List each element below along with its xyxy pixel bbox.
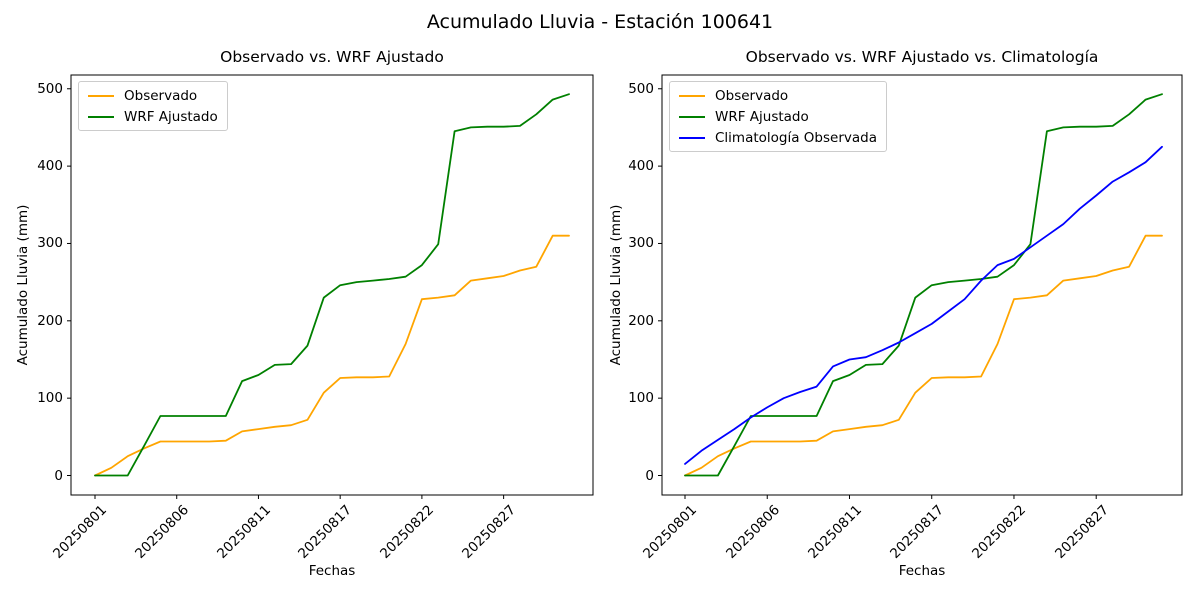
legend-item: Observado bbox=[679, 86, 877, 105]
legend-label: Climatología Observada bbox=[715, 129, 877, 146]
wrf-ajustado-line bbox=[94, 93, 570, 477]
x-axis-label: Fechas bbox=[308, 563, 356, 579]
climatologia-observada-line bbox=[684, 145, 1163, 465]
legend-label: WRF Ajustado bbox=[124, 108, 218, 125]
observado-legend-line-swatch bbox=[679, 94, 705, 97]
y-tick-label: 100 bbox=[37, 390, 63, 407]
legend: Observado WRF Ajustado bbox=[78, 81, 228, 131]
y-tick-label: 300 bbox=[37, 235, 63, 252]
legend-label: Observado bbox=[715, 87, 789, 104]
legend-label: Observado bbox=[124, 87, 198, 104]
axes-border-left-chart bbox=[70, 74, 594, 496]
legend: Observado WRF Ajustado Climatología Observ… bbox=[669, 81, 887, 152]
observado-line bbox=[94, 234, 570, 477]
chart-title-left: Observado vs. WRF Ajustado bbox=[220, 48, 444, 66]
chart-title-right: Observado vs. WRF Ajustado vs. Climatolo… bbox=[745, 48, 1099, 66]
y-tick-label: 300 bbox=[628, 235, 654, 252]
legend-item: WRF Ajustado bbox=[88, 107, 218, 126]
legend-item: Climatología Observada bbox=[679, 128, 877, 147]
y-tick-label: 500 bbox=[37, 80, 63, 97]
y-tick-label: 400 bbox=[628, 158, 654, 175]
y-tick-label: 100 bbox=[628, 390, 654, 407]
observado-line bbox=[684, 234, 1163, 477]
wrf-ajustado-line bbox=[684, 93, 1163, 477]
wrf-ajustado-legend-line-swatch bbox=[679, 115, 705, 118]
legend-item: WRF Ajustado bbox=[679, 107, 877, 126]
axes-border-right-chart bbox=[661, 74, 1183, 496]
y-tick-label: 200 bbox=[628, 312, 654, 329]
climatologia-observada-legend-line-swatch bbox=[679, 136, 705, 139]
wrf-ajustado-legend-line-swatch bbox=[88, 115, 114, 118]
y-tick-label: 200 bbox=[37, 312, 63, 329]
y-tick-label: 500 bbox=[628, 80, 654, 97]
y-axis-label: Acumulado Lluvia (mm) bbox=[15, 204, 31, 366]
figure-title: Acumulado Lluvia - Estación 100641 bbox=[426, 11, 774, 33]
y-tick-label: 400 bbox=[37, 158, 63, 175]
y-tick-label: 0 bbox=[645, 467, 654, 484]
x-axis-label: Fechas bbox=[898, 563, 946, 579]
legend-label: WRF Ajustado bbox=[715, 108, 809, 125]
y-axis-label: Acumulado Lluvia (mm) bbox=[608, 204, 624, 366]
y-tick-label: 0 bbox=[54, 467, 63, 484]
legend-item: Observado bbox=[88, 86, 218, 105]
observado-legend-line-swatch bbox=[88, 94, 114, 97]
